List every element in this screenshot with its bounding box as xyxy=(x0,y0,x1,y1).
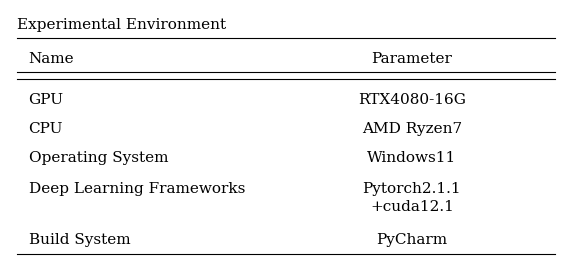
Text: Windows11: Windows11 xyxy=(367,151,456,165)
Text: Experimental Environment: Experimental Environment xyxy=(17,18,227,32)
Text: Pytorch2.1.1
+cuda12.1: Pytorch2.1.1 +cuda12.1 xyxy=(363,182,461,215)
Text: RTX4080-16G: RTX4080-16G xyxy=(358,93,466,107)
Text: Name: Name xyxy=(29,52,74,66)
Text: Deep Learning Frameworks: Deep Learning Frameworks xyxy=(29,182,245,196)
Text: CPU: CPU xyxy=(29,122,63,136)
Text: Parameter: Parameter xyxy=(371,52,452,66)
Text: Operating System: Operating System xyxy=(29,151,168,165)
Text: AMD Ryzen7: AMD Ryzen7 xyxy=(362,122,462,136)
Text: PyCharm: PyCharm xyxy=(376,233,447,247)
Text: GPU: GPU xyxy=(29,93,63,107)
Text: Build System: Build System xyxy=(29,233,130,247)
